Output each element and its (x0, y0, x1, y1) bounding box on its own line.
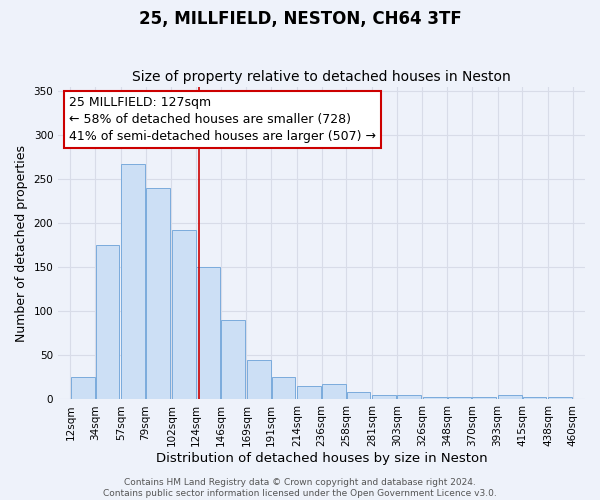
Bar (247, 360, 271, 400)
Title: Size of property relative to detached houses in Neston: Size of property relative to detached ho… (132, 70, 511, 85)
Bar (221, 320, 245, 400)
Bar (172, 230, 196, 400)
Y-axis label: Number of detached properties: Number of detached properties (15, 145, 28, 342)
Bar (373, 395, 396, 400)
Bar (423, 397, 446, 400)
Bar (548, 397, 572, 400)
Text: 25 MILLFIELD: 127sqm
← 58% of detached houses are smaller (728)
41% of semi-deta: 25 MILLFIELD: 127sqm ← 58% of detached h… (69, 96, 376, 144)
Bar (448, 397, 472, 400)
Bar (523, 397, 547, 400)
Bar (146, 188, 170, 400)
Text: 25, MILLFIELD, NESTON, CH64 3TF: 25, MILLFIELD, NESTON, CH64 3TF (139, 10, 461, 28)
Bar (498, 395, 522, 400)
Bar (196, 268, 220, 400)
X-axis label: Distribution of detached houses by size in Neston: Distribution of detached houses by size … (156, 452, 487, 465)
Bar (322, 384, 346, 400)
Bar (298, 386, 321, 400)
Bar (347, 392, 370, 400)
Text: Contains HM Land Registry data © Crown copyright and database right 2024.
Contai: Contains HM Land Registry data © Crown c… (103, 478, 497, 498)
Bar (71, 378, 95, 400)
Bar (121, 164, 145, 400)
Bar (472, 397, 496, 400)
Bar (397, 395, 421, 400)
Bar (95, 246, 119, 400)
Bar (272, 378, 295, 400)
